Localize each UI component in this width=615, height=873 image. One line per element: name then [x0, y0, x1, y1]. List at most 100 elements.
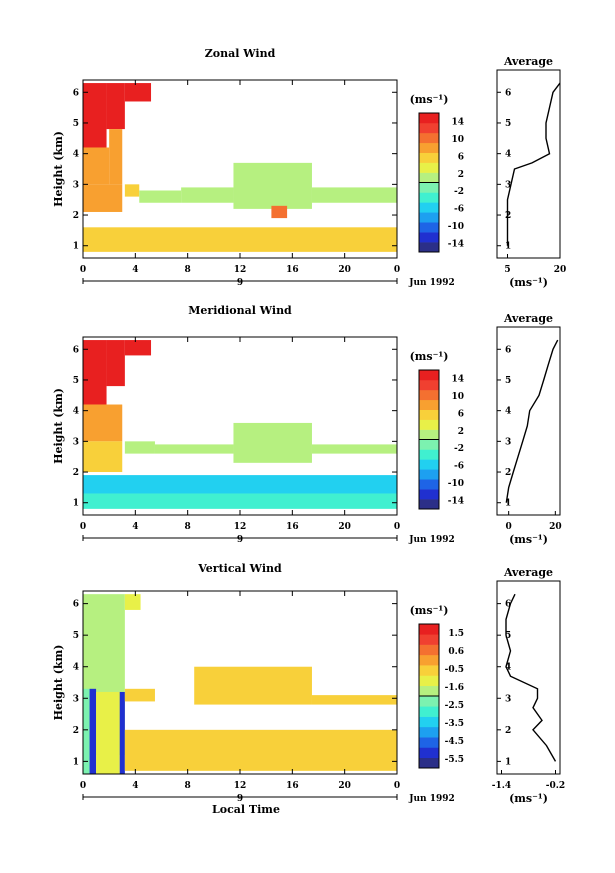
heatmap-cell — [106, 83, 125, 130]
colorbar-tick-label: 14 — [451, 118, 464, 128]
colorbar-swatch — [419, 716, 439, 728]
heatmap-cell — [83, 688, 90, 774]
x-axis-label: Local Time — [212, 803, 280, 816]
colorbar-swatch — [419, 429, 439, 440]
colorbar-swatch — [419, 654, 439, 666]
colorbar-swatch — [419, 499, 439, 510]
x-tick-label: 8 — [185, 522, 191, 532]
heatmap-cells — [83, 340, 397, 509]
colorbar-swatch — [419, 459, 439, 470]
y-tick-label: 2 — [73, 468, 79, 478]
average-y-tick-label: 2 — [505, 726, 511, 736]
average-x-label: (ms⁻¹) — [509, 533, 548, 546]
colorbar-unit: (ms⁻¹) — [410, 93, 449, 106]
heatmap-cell — [124, 594, 141, 610]
colorbar-tick-label: -5.5 — [445, 755, 464, 765]
average-frame — [496, 326, 561, 516]
average-title: Average — [503, 312, 553, 325]
y-axis-label: Height (km) — [52, 388, 65, 464]
heatmap-cell — [106, 340, 125, 387]
colorbar-swatch — [419, 192, 439, 203]
average-y-tick-label: 1 — [505, 757, 511, 767]
average-frame — [496, 580, 561, 775]
average-x-tick-label: 20 — [554, 265, 567, 275]
colorbar-swatch — [419, 449, 439, 460]
heatmap-cells — [83, 83, 397, 252]
average-x-tick-label: -0.2 — [546, 781, 565, 791]
heatmap-cell — [83, 184, 123, 212]
x-tick-label: 8 — [185, 781, 191, 791]
average-x-tick-label: 5 — [504, 265, 510, 275]
panel-title: Zonal Wind — [205, 47, 276, 60]
colorbar-swatch — [419, 379, 439, 391]
colorbar-swatch — [419, 152, 439, 163]
x-tick-label: 0 — [394, 265, 400, 275]
y-tick-label: 5 — [73, 119, 79, 129]
colorbar-swatch — [419, 232, 439, 243]
average-y-tick-label: 6 — [505, 88, 511, 98]
colorbar-tick-label: -14 — [448, 239, 464, 249]
heatmap-cell — [83, 83, 107, 148]
y-tick-label: 6 — [73, 600, 79, 610]
colorbar-swatch — [419, 132, 439, 144]
x-tick-label: 20 — [338, 265, 351, 275]
colorbar-tick-label: -10 — [448, 479, 464, 489]
colorbar-tick-label: 10 — [451, 392, 464, 402]
heatmap-cell — [83, 475, 397, 494]
colorbar-tick-label: -4.5 — [445, 737, 464, 747]
heatmap-cell — [311, 695, 397, 705]
heatmap-cell — [233, 162, 312, 209]
heatmap-cell — [83, 493, 397, 509]
colorbar-swatch — [419, 202, 439, 213]
heatmap-cell — [83, 147, 110, 185]
heatmap-cell — [89, 688, 97, 774]
heatmap-cell — [83, 404, 123, 442]
colorbar-swatch — [419, 675, 439, 687]
colorbar-tick-label: 2 — [458, 170, 464, 180]
colorbar-unit: (ms⁻¹) — [410, 350, 449, 363]
colorbar-swatch — [419, 706, 439, 717]
average-y-tick-label: 3 — [505, 180, 511, 190]
average-y-tick-label: 5 — [505, 119, 511, 129]
x-tick-label: 16 — [286, 522, 299, 532]
y-tick-label: 5 — [73, 376, 79, 386]
x-tick-label: 12 — [234, 781, 247, 791]
y-tick-label: 4 — [73, 150, 79, 160]
colorbar-swatch — [419, 389, 439, 401]
date-day: 9 — [237, 535, 243, 545]
colorbar-swatch — [419, 634, 439, 645]
y-tick-label: 4 — [73, 663, 79, 673]
average-y-tick-label: 5 — [505, 376, 511, 386]
colorbar-swatch — [419, 172, 439, 183]
date-label: Jun 1992 — [408, 535, 455, 545]
colorbar-tick-label: -14 — [448, 496, 464, 506]
heatmap-cell — [119, 691, 125, 774]
colorbar-tick-label: -2 — [454, 187, 464, 197]
heatmap-cell — [124, 340, 152, 356]
y-tick-label: 4 — [73, 407, 79, 417]
date-label: Jun 1992 — [408, 278, 455, 288]
heatmap-cell — [154, 444, 234, 454]
colorbar-swatch — [419, 479, 439, 490]
average-profile-line — [506, 82, 561, 246]
heatmap-cell — [194, 666, 312, 705]
colorbar-swatch — [419, 685, 439, 697]
y-axis-label: Height (km) — [52, 131, 65, 207]
colorbar-swatch — [419, 419, 439, 430]
heatmap-cell — [311, 444, 397, 454]
y-tick-label: 3 — [73, 180, 79, 190]
colorbar-swatch — [419, 624, 439, 635]
colorbar-swatch — [419, 665, 439, 676]
average-x-tick-label: 0 — [506, 522, 512, 532]
x-tick-label: 4 — [132, 781, 138, 791]
average-y-tick-label: 3 — [505, 437, 511, 447]
colorbar-swatch — [419, 113, 439, 124]
heatmap-cell — [311, 187, 397, 203]
average-y-tick-label: 2 — [505, 468, 511, 478]
colorbar-swatch — [419, 439, 439, 450]
heatmap-cells — [83, 594, 397, 774]
average-profile-line — [505, 593, 557, 762]
x-tick-label: 0 — [394, 522, 400, 532]
average-x-label: (ms⁻¹) — [509, 792, 548, 805]
